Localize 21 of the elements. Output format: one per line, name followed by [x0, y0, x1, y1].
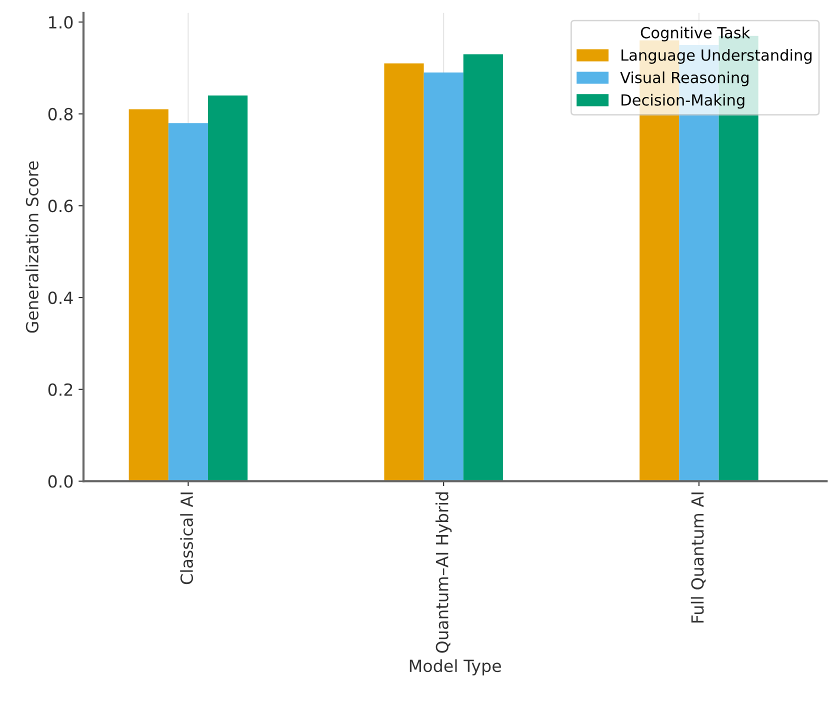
y-tick-label: 0.6	[48, 200, 73, 212]
y-tick-label: 1.0	[49, 16, 73, 29]
x-tick-label: Classical AI	[180, 492, 194, 584]
bar	[424, 72, 464, 482]
y-tick-label: 0.4	[48, 292, 73, 304]
y-tick-label: 0.0	[48, 475, 73, 488]
legend-label: Language Understanding	[622, 49, 812, 64]
bar	[463, 54, 503, 482]
x-axis-title: Model Type	[410, 659, 501, 676]
y-axis-title: Generalization Score	[26, 161, 38, 333]
bar	[128, 109, 168, 482]
legend-label: Decision-Making	[622, 94, 744, 109]
y-tick-label: 0.2	[48, 383, 72, 396]
legend-title: Cognitive Task	[640, 26, 750, 42]
x-tick-label: Full Quantum AI	[690, 492, 706, 622]
bar	[208, 96, 248, 482]
bar	[168, 123, 208, 482]
x-tick-label: Quantum–AI Hybrid	[436, 492, 452, 653]
y-tick-label: 0.8	[48, 108, 73, 120]
legend-label: Visual Reasoning	[620, 71, 748, 86]
bar	[384, 63, 424, 482]
